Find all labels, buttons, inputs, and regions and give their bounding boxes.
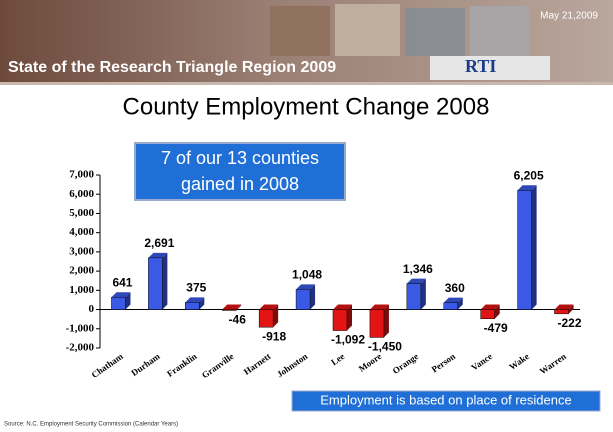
value-label: 6,205 bbox=[514, 168, 544, 182]
bar-depth bbox=[420, 278, 426, 310]
callout-line: 7 of our 13 counties bbox=[161, 148, 319, 168]
x-tick-label: Person bbox=[430, 351, 457, 374]
bar bbox=[480, 309, 495, 320]
logo-box bbox=[430, 56, 550, 80]
bar-depth bbox=[148, 252, 168, 258]
bar bbox=[221, 309, 237, 311]
value-label: 375 bbox=[186, 281, 206, 295]
value-label: -918 bbox=[262, 329, 286, 343]
value-label: -1,092 bbox=[331, 333, 365, 347]
bar-depth bbox=[333, 304, 352, 310]
value-label: 1,346 bbox=[403, 262, 433, 276]
value-label: -222 bbox=[558, 316, 582, 330]
bar-depth bbox=[259, 304, 279, 310]
bar-depth bbox=[273, 304, 279, 328]
x-tick-label: Franklin bbox=[165, 351, 199, 379]
y-tick-label: 1,000 bbox=[69, 284, 94, 296]
value-label: 360 bbox=[445, 281, 465, 295]
bar-depth bbox=[531, 185, 537, 310]
photo bbox=[470, 6, 530, 56]
chart-title: County Employment Change 2008 bbox=[123, 93, 490, 120]
bar-depth bbox=[369, 304, 389, 310]
x-tick-label: Orange bbox=[391, 351, 420, 376]
source: Source: N.C. Employment Security Commiss… bbox=[4, 422, 178, 428]
bar-depth bbox=[310, 284, 316, 310]
header-title: State of the Research Triangle Region 20… bbox=[8, 59, 336, 76]
y-tick-label: 7,000 bbox=[69, 169, 94, 181]
value-label: 641 bbox=[112, 275, 132, 289]
bar-depth bbox=[554, 304, 574, 310]
x-tick-label: Johnston bbox=[275, 351, 309, 379]
callout-box bbox=[134, 142, 346, 201]
value-label: 2,691 bbox=[144, 236, 174, 250]
bar bbox=[517, 190, 532, 310]
bar bbox=[185, 302, 200, 310]
y-tick-label: 0 bbox=[89, 303, 95, 315]
value-label: 1,048 bbox=[292, 268, 322, 282]
note: Employment is based on place of residenc… bbox=[320, 392, 571, 407]
x-tick-label: Lee bbox=[329, 351, 346, 367]
x-tick-label: Durham bbox=[129, 351, 162, 378]
callout-line: gained in 2008 bbox=[181, 174, 299, 194]
bar-depth bbox=[383, 304, 389, 338]
x-tick-label: Granville bbox=[200, 351, 236, 380]
bar-depth bbox=[111, 292, 131, 298]
bar-depth bbox=[568, 304, 574, 314]
y-tick-label: 5,000 bbox=[69, 207, 94, 219]
bar-depth bbox=[222, 304, 242, 310]
y-tick-label: 4,000 bbox=[69, 226, 94, 238]
bar-depth bbox=[517, 185, 537, 191]
x-tick-label: Vance bbox=[469, 351, 494, 372]
bar-depth bbox=[406, 278, 426, 284]
bar bbox=[295, 289, 311, 310]
header-date: May 21,2009 bbox=[540, 11, 598, 22]
bar-depth bbox=[443, 297, 463, 303]
bar-depth bbox=[347, 304, 352, 331]
x-tick-label: Warren bbox=[538, 351, 568, 376]
bar bbox=[111, 296, 126, 310]
bar-depth bbox=[185, 297, 205, 303]
value-label: -479 bbox=[484, 321, 508, 335]
x-tick-label: Chatham bbox=[90, 351, 126, 380]
x-tick-label: Moore bbox=[357, 351, 383, 374]
photo bbox=[335, 4, 400, 56]
bar-depth bbox=[296, 284, 316, 290]
note-box bbox=[291, 390, 601, 412]
bar bbox=[332, 309, 348, 331]
y-tick-label: 6,000 bbox=[69, 188, 94, 200]
bar bbox=[443, 302, 459, 310]
photo bbox=[270, 6, 330, 56]
bar bbox=[369, 309, 385, 338]
bar-depth bbox=[162, 252, 168, 310]
value-label: -1,450 bbox=[368, 340, 402, 354]
bar bbox=[406, 283, 422, 310]
bar-depth bbox=[236, 304, 242, 311]
value-label: -46 bbox=[229, 313, 247, 327]
photo bbox=[405, 8, 465, 56]
x-tick-label: Wake bbox=[507, 351, 531, 372]
bar-depth bbox=[494, 304, 500, 319]
bar-depth bbox=[125, 292, 131, 310]
y-tick-label: 2,000 bbox=[69, 265, 94, 277]
bar-depth bbox=[457, 297, 463, 310]
bar bbox=[148, 257, 163, 310]
bar bbox=[554, 309, 569, 315]
bar bbox=[258, 309, 274, 328]
x-tick-label: Harnett bbox=[242, 351, 273, 377]
y-tick-label: 3,000 bbox=[69, 245, 94, 257]
bar-depth bbox=[480, 304, 500, 310]
logo: RTI bbox=[465, 56, 496, 76]
y-tick-label: -1,000 bbox=[66, 322, 95, 334]
header-rule bbox=[0, 82, 613, 85]
y-tick-label: -2,000 bbox=[66, 342, 95, 354]
bar-depth bbox=[199, 297, 205, 310]
